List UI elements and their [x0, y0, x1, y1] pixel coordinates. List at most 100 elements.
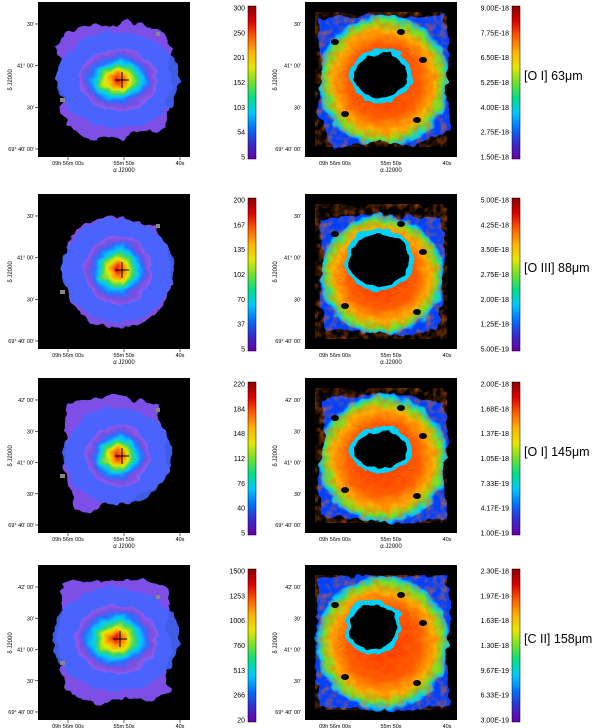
x-tick-label: 40s: [443, 724, 452, 728]
masked-pixel: [60, 98, 65, 102]
colorbar-tick-label: 9.67E-19: [481, 668, 510, 675]
colorbar-tick-label: 1500: [229, 569, 245, 576]
y-tick-label: 41° 00': [17, 64, 34, 70]
colorbar-flux: [511, 197, 521, 352]
y-tick-label: 42' 00': [18, 585, 34, 591]
colorbar-counts: [247, 197, 257, 352]
ring-gap: [397, 29, 405, 35]
y-tick-label: 30': [294, 679, 301, 685]
colorbar-tick-label: 1.05E-18: [481, 456, 510, 463]
colorbar-tick-label: 7.33E-19: [481, 481, 510, 488]
ring-gap: [341, 303, 349, 309]
y-tick-label: 69° 40' 00': [8, 523, 34, 529]
colorbar-tick-label: 54: [237, 130, 245, 137]
masked-pixel: [156, 408, 160, 412]
x-tick-label: 40s: [176, 353, 185, 359]
colorbar-tick-label: 201: [233, 55, 245, 62]
emission-line-label: [C II] 158μm: [524, 632, 592, 646]
colorbar-tick-label: 3.50E-18: [481, 247, 510, 254]
y-tick-label: 69° 40' 00': [275, 710, 301, 716]
colorbar-tick-label: 5: [241, 347, 245, 354]
y-axis-label: δ J2000: [8, 261, 14, 283]
x-tick-label: 40s: [176, 537, 185, 543]
y-tick-label: 41° 00': [17, 256, 34, 262]
ring-gap: [419, 620, 427, 626]
x-tick-label: 55m 50s: [113, 161, 134, 167]
colorbar-tick-label: 37: [237, 322, 245, 329]
colorbar-tick-label: 5.00E-19: [481, 347, 510, 354]
flux-map: [305, 194, 457, 349]
x-axis-label: α J2000: [113, 544, 135, 550]
y-tick-label: 30': [294, 429, 301, 435]
y-tick-label: 42' 00': [285, 398, 301, 404]
intensity-map: [38, 194, 190, 349]
y-tick-label: 30': [294, 492, 301, 498]
y-axis-label: δ J2000: [273, 632, 279, 654]
x-axis-label: α J2000: [380, 168, 402, 174]
y-tick-label: 69° 40' 00': [275, 339, 301, 345]
ring-gap: [331, 39, 339, 45]
colorbar-tick-label: 1.25E-18: [481, 322, 510, 329]
flux-map: [305, 2, 457, 157]
x-axis-label: α J2000: [380, 360, 402, 366]
colorbar-tick-label: 1.30E-18: [481, 643, 510, 650]
x-tick-label: 09h 56m 00s: [319, 724, 351, 728]
colorbar-tick-label: 4.00E-18: [481, 105, 510, 112]
y-tick-label: 30': [294, 297, 301, 303]
flux-map: [305, 378, 457, 533]
colorbar-tick-label: 135: [233, 247, 245, 254]
y-axis-label: δ J2000: [273, 69, 279, 91]
y-axis-label: δ J2000: [273, 445, 279, 467]
y-tick-label: 41° 00': [284, 461, 301, 467]
colorbar-tick-label: 6.50E-18: [481, 55, 510, 62]
colorbar-tick-label: 2.75E-18: [481, 272, 510, 279]
colorbar-tick-label: 1.50E-18: [481, 155, 510, 162]
masked-pixel: [156, 32, 160, 36]
ring-gap: [397, 221, 405, 227]
intensity-map: [38, 565, 190, 720]
y-tick-label: 30': [27, 679, 34, 685]
y-tick-label: 41° 00': [284, 648, 301, 654]
y-tick-label: 30': [27, 22, 34, 28]
x-tick-label: 40s: [176, 161, 185, 167]
ring-gap: [331, 231, 339, 237]
colorbar-tick-label: 2.75E-18: [481, 130, 510, 137]
colorbar-flux: [511, 568, 521, 723]
colorbar-tick-label: 2.00E-18: [481, 382, 510, 389]
x-tick-label: 09h 56m 00s: [319, 537, 351, 543]
colorbar-flux: [511, 5, 521, 160]
ring-gap: [419, 249, 427, 255]
colorbar-tick-label: 3.00E-19: [481, 718, 510, 725]
x-tick-label: 55m 50s: [113, 537, 134, 543]
x-tick-label: 40s: [443, 537, 452, 543]
y-tick-label: 41° 00': [17, 648, 34, 654]
colorbar-tick-label: 167: [233, 222, 245, 229]
y-axis-label: δ J2000: [273, 261, 279, 283]
colorbar-tick-label: 1.97E-18: [481, 593, 510, 600]
y-tick-label: 30': [27, 492, 34, 498]
y-tick-label: 30': [27, 214, 34, 220]
y-tick-label: 42' 00': [18, 398, 34, 404]
x-tick-label: 55m 50s: [380, 353, 401, 359]
colorbar-tick-label: 40: [237, 506, 245, 513]
ring-gap: [397, 405, 405, 411]
x-tick-label: 09h 56m 00s: [52, 724, 84, 728]
colorbar-tick-label: 103: [233, 105, 245, 112]
colorbar-tick-label: 266: [233, 693, 245, 700]
y-tick-label: 42' 00': [285, 585, 301, 591]
y-axis-label: δ J2000: [8, 632, 14, 654]
central-hole: [355, 54, 407, 98]
y-tick-label: 69° 40' 00': [275, 147, 301, 153]
y-axis-label: δ J2000: [8, 445, 14, 467]
colorbar-tick-label: 1.68E-18: [481, 406, 510, 413]
ring-gap: [341, 111, 349, 117]
ring-gap: [413, 117, 421, 123]
masked-pixel: [60, 474, 65, 478]
x-tick-label: 55m 50s: [113, 724, 134, 728]
central-hole: [349, 605, 397, 649]
flux-map: [305, 565, 457, 720]
colorbar-tick-label: 2.00E-18: [481, 297, 510, 304]
colorbar-tick-label: 70: [237, 297, 245, 304]
colorbar-tick-label: 1.37E-18: [481, 431, 510, 438]
